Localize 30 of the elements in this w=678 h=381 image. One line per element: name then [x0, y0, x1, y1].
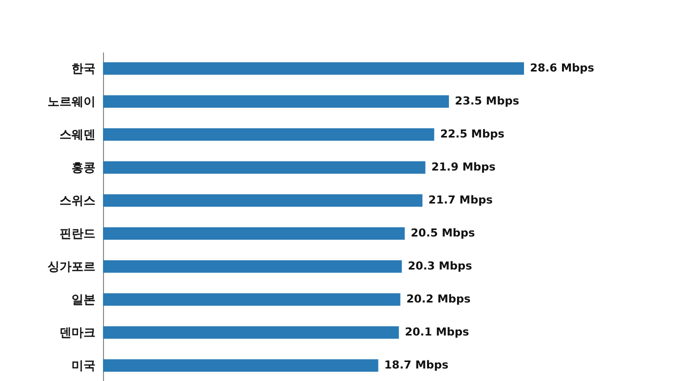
bar: [103, 95, 449, 108]
y-tick-label: 일본: [72, 292, 96, 306]
y-tick-label: 노르웨이: [48, 94, 96, 108]
data-label: 28.6 Mbps: [530, 62, 595, 74]
y-tick-label: 한국: [72, 62, 96, 76]
data-label: 21.9 Mbps: [431, 160, 496, 174]
bar: [103, 161, 426, 174]
bar: [103, 194, 422, 207]
bar: [103, 326, 399, 339]
y-tick-label: 홍콩: [72, 160, 96, 174]
bar: [103, 227, 405, 240]
y-tick-label: 스위스: [60, 194, 96, 208]
y-tick-label: 스웨덴: [60, 128, 96, 142]
bar: [103, 359, 378, 372]
y-tick-label: 싱가포르: [48, 260, 96, 274]
data-label: 20.5 Mbps: [410, 226, 476, 240]
bar: [103, 260, 402, 273]
y-tick-label: 덴마크: [60, 326, 96, 340]
data-label: 23.5 Mbps: [454, 94, 520, 108]
y-tick-label: 미국: [72, 358, 96, 372]
bar: [103, 293, 400, 306]
data-label: 20.2 Mbps: [406, 292, 472, 306]
bar: [103, 62, 524, 75]
data-label: 21.7 Mbps: [428, 194, 494, 206]
data-label: 20.3 Mbps: [408, 260, 472, 272]
bar: [103, 128, 434, 141]
data-label: 22.5 Mbps: [440, 128, 505, 140]
data-label: 20.1 Mbps: [404, 326, 470, 338]
y-tick-label: 핀란드: [60, 226, 96, 240]
data-label: 18.7 Mbps: [384, 358, 449, 372]
